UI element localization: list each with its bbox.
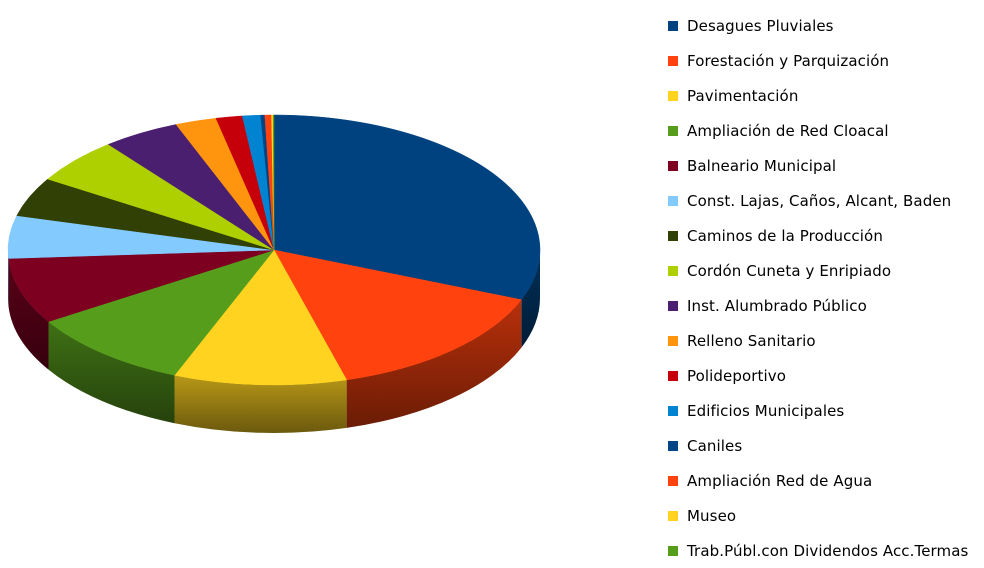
pie-slice: Forestación y Parquización bbox=[273, 249, 522, 381]
legend-swatch bbox=[668, 370, 678, 381]
legend-label: Caminos de la Producción bbox=[687, 226, 883, 245]
legend-item: Pavimentación bbox=[668, 78, 968, 113]
legend-label: Inst. Alumbrado Público bbox=[687, 296, 867, 315]
legend-item: Forestación y Parquización bbox=[668, 43, 968, 78]
pie-slice: Balneario Municipal bbox=[8, 249, 275, 322]
legend-label: Forestación y Parquización bbox=[687, 51, 890, 70]
legend-item: Ampliación de Red Cloacal bbox=[668, 113, 968, 148]
legend-label: Pavimentación bbox=[687, 86, 799, 105]
legend-item: Caminos de la Producción bbox=[668, 218, 968, 253]
legend-label: Polideportivo bbox=[687, 366, 787, 385]
pie-side-wall bbox=[48, 321, 175, 424]
legend-swatch bbox=[668, 20, 678, 31]
legend-item: Const. Lajas, Caños, Alcant, Baden bbox=[668, 183, 968, 218]
legend-label: Balneario Municipal bbox=[687, 156, 837, 175]
pie-side-wall bbox=[346, 299, 522, 428]
legend-swatch bbox=[668, 265, 678, 276]
legend-item: Cordón Cuneta y Enripiado bbox=[668, 253, 968, 288]
legend-swatch bbox=[668, 300, 678, 311]
legend-swatch bbox=[668, 195, 678, 206]
pie-slice: Desagues Pluviales bbox=[273, 114, 541, 300]
pie-slice: Ampliación de Red Cloacal bbox=[47, 249, 275, 376]
legend-item: Desagues Pluviales bbox=[668, 8, 968, 43]
legend-swatch bbox=[668, 230, 678, 241]
pie-side-wall bbox=[521, 250, 540, 348]
legend-label: Trab.Públ.con Dividendos Acc.Termas bbox=[687, 541, 969, 560]
legend-swatch bbox=[668, 440, 678, 451]
legend-label: Cordón Cuneta y Enripiado bbox=[687, 261, 892, 280]
legend-item: Inst. Alumbrado Público bbox=[668, 288, 968, 323]
legend-item: Trab.Públ.con Dividendos Acc.Termas bbox=[668, 533, 968, 568]
legend-swatch bbox=[668, 335, 678, 346]
legend-swatch bbox=[668, 545, 678, 556]
legend-swatch bbox=[668, 125, 678, 136]
legend-item: Museo bbox=[668, 498, 968, 533]
chart-legend: Desagues Pluviales Forestación y Parquiza… bbox=[668, 8, 968, 568]
pie-side-wall bbox=[8, 250, 9, 307]
legend-item: Relleno Sanitario bbox=[668, 323, 968, 358]
legend-label: Const. Lajas, Caños, Alcant, Baden bbox=[687, 191, 952, 210]
pie-side-walls bbox=[8, 250, 540, 433]
legend-item: Balneario Municipal bbox=[668, 148, 968, 183]
legend-swatch bbox=[668, 55, 678, 66]
legend-label: Desagues Pluviales bbox=[687, 16, 834, 35]
pie-side-wall bbox=[8, 258, 49, 370]
pie-slice: Trab.Públ.con Dividendos Acc.Termas bbox=[272, 114, 275, 251]
legend-label: Relleno Sanitario bbox=[687, 331, 816, 350]
legend-item: Polideportivo bbox=[668, 358, 968, 393]
legend-label: Caniles bbox=[687, 436, 743, 455]
legend-label: Edificios Municipales bbox=[687, 401, 845, 420]
legend-item: Ampliación Red de Agua bbox=[668, 463, 968, 498]
legend-label: Museo bbox=[687, 506, 737, 525]
legend-swatch bbox=[668, 475, 678, 486]
legend-swatch bbox=[668, 405, 678, 416]
legend-swatch bbox=[668, 160, 678, 171]
legend-swatch bbox=[668, 510, 678, 521]
legend-item: Edificios Municipales bbox=[668, 393, 968, 428]
legend-item: Caniles bbox=[668, 428, 968, 463]
pie-slice: Pavimentación bbox=[174, 249, 348, 386]
legend-label: Ampliación de Red Cloacal bbox=[687, 121, 889, 140]
legend-swatch bbox=[668, 90, 678, 101]
legend-label: Ampliación Red de Agua bbox=[687, 471, 873, 490]
pie-side-wall bbox=[174, 375, 347, 433]
